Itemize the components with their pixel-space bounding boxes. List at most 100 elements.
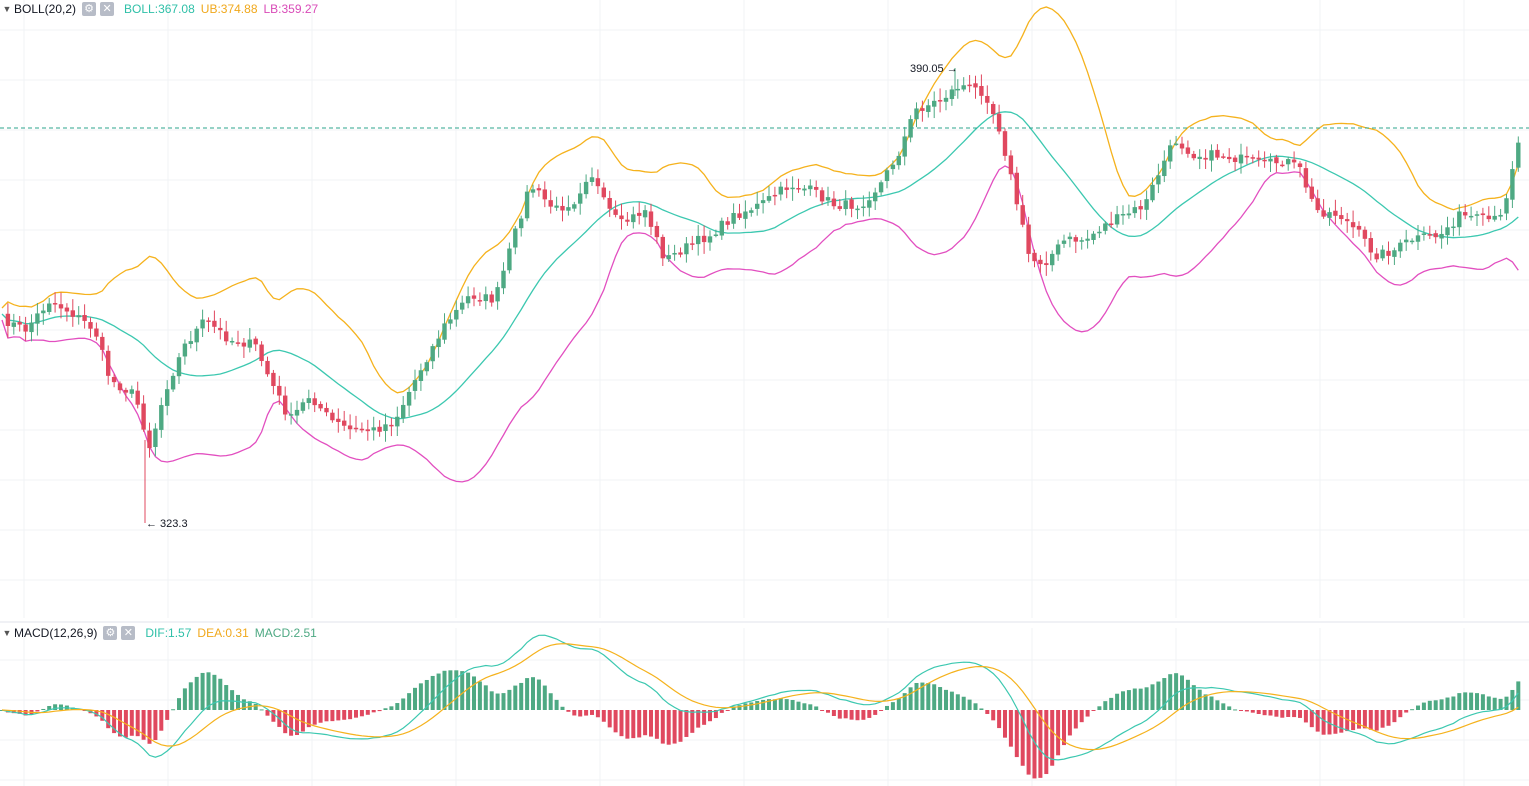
candle-body [1238, 154, 1244, 164]
macd-bar [100, 710, 105, 721]
candle-body [17, 322, 22, 325]
candle-body [1374, 253, 1379, 260]
candle-body [660, 236, 665, 259]
macd-bar [1480, 694, 1485, 710]
macd-bar [359, 710, 364, 717]
macd-bar [649, 710, 653, 737]
macd-bar [560, 706, 565, 710]
candle-body [253, 338, 258, 345]
macd-legend: ▼ MACD(12,26,9) ⚙ ✕ DIF:1.57 DEA:0.31 MA… [0, 624, 317, 642]
candle-body [1445, 227, 1450, 236]
candle-body [1480, 213, 1486, 216]
candle-body [967, 84, 972, 87]
candle-body [1350, 222, 1356, 228]
close-icon[interactable]: ✕ [121, 626, 136, 640]
close-icon[interactable]: ✕ [100, 2, 115, 16]
candle-body [802, 188, 807, 191]
candle-body [324, 407, 329, 413]
macd-bar [1451, 696, 1456, 710]
candle-body [985, 95, 990, 103]
candle-body [1404, 239, 1409, 243]
candle-body [1215, 149, 1220, 158]
candle-body [135, 390, 140, 405]
macd-bar [194, 676, 199, 710]
candle-body [766, 196, 772, 201]
candle-body [672, 252, 677, 255]
macd-bar [1333, 710, 1338, 734]
macd-bar [53, 704, 58, 710]
candle-body [601, 187, 606, 198]
candle-body [271, 372, 276, 387]
macd-bar [241, 699, 246, 710]
macd-bar [318, 710, 323, 723]
macd-bar [1416, 705, 1420, 710]
macd-bar [997, 710, 1002, 729]
candle-body [1356, 225, 1362, 230]
macd-bar [1498, 698, 1503, 710]
macd-bar [1492, 697, 1497, 710]
candle-body [1492, 215, 1497, 220]
macd-bar [1056, 710, 1061, 756]
candle-body [1055, 244, 1061, 255]
candle-body [106, 350, 111, 376]
candle-body [88, 322, 93, 329]
candle-body [418, 370, 424, 381]
macd-bar [1115, 693, 1120, 710]
macd-bar [1097, 706, 1102, 710]
candle-body [483, 294, 488, 302]
macd-bar [619, 710, 624, 737]
macd-bar [466, 672, 471, 710]
candle-body [1244, 155, 1250, 158]
candle-body [224, 331, 229, 342]
macd-bar [230, 690, 235, 710]
macd-bar [1185, 679, 1190, 710]
candle-body [1097, 231, 1102, 234]
macd-bar [713, 710, 718, 719]
candle-body [955, 88, 960, 91]
candle-body [613, 209, 618, 215]
macd-bar [1003, 710, 1007, 738]
macd-bar [247, 701, 252, 710]
macd-bar [1239, 710, 1243, 711]
macd-bar [295, 710, 299, 736]
chevron-down-icon[interactable]: ▼ [2, 628, 12, 638]
macd-bar [1321, 710, 1326, 735]
candle-body [737, 213, 742, 218]
candle-body [312, 398, 317, 406]
candle-body [383, 424, 388, 432]
candle-body [979, 85, 984, 96]
candle-body [206, 320, 211, 322]
macd-bar [324, 710, 329, 722]
macd-bar [135, 710, 140, 737]
macd-indicator-name: MACD(12,26,9) [14, 626, 98, 640]
candle-body [760, 200, 766, 204]
candle-body [300, 402, 306, 411]
low-price-label: ← 323.3 [146, 518, 188, 530]
candle-body [1067, 236, 1073, 240]
candle-body [401, 404, 406, 419]
boll-mid-value: BOLL:367.08 [124, 2, 195, 16]
macd-bar [855, 710, 860, 721]
candle-body [129, 389, 134, 394]
candle-body [666, 255, 671, 260]
candle-body [94, 328, 99, 337]
candle-body [489, 294, 494, 303]
candle-body [1221, 156, 1226, 158]
candle-body [619, 215, 624, 220]
candle-body [1168, 145, 1173, 162]
macd-bar [1132, 688, 1137, 710]
gear-icon[interactable]: ⚙ [82, 2, 97, 16]
macd-bar [879, 710, 884, 711]
macd-bar [613, 710, 618, 733]
macd-bar [932, 684, 937, 710]
macd-bar [1103, 701, 1108, 710]
candle-body [1150, 184, 1155, 201]
macd-bar [578, 710, 583, 717]
macd-bar [1380, 710, 1385, 728]
gear-icon[interactable]: ⚙ [103, 626, 118, 640]
chevron-down-icon[interactable]: ▼ [2, 4, 12, 14]
macd-bar [1398, 710, 1403, 718]
macd-bar [1504, 696, 1509, 710]
macd-bar [1079, 710, 1084, 723]
